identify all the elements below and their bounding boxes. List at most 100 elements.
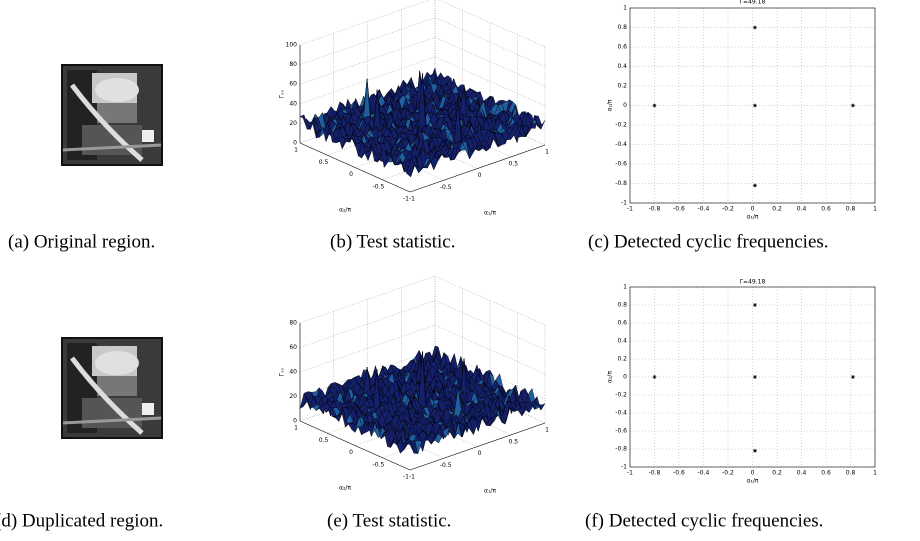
y-tick-label: -0.6 (615, 161, 627, 168)
y-tick-label: 1 (294, 425, 298, 432)
y-tick-label: 0.6 (617, 320, 627, 327)
point (652, 103, 657, 108)
y-tick-label: -1 (621, 200, 627, 207)
z-axis-label: Γₓₓ (279, 367, 286, 376)
caption: (e) Test statistic. (327, 510, 451, 531)
y-tick-label: -0.5 (373, 183, 385, 190)
z-tick-label: 40 (289, 369, 297, 376)
y-tick-label: 0 (349, 449, 353, 456)
caption: (d) Duplicated region. (0, 510, 163, 531)
y-axis-label: α₂/π (339, 485, 351, 492)
plot-frame (629, 7, 876, 204)
scatter-plot: -1 -0.8 -0.6 -0.4 -0.2 0 0.2 0.4 0.6 0.8 1 -1 -0.8 -0… (607, 0, 878, 221)
surface-cell (406, 165, 415, 178)
y-tick-label: 1 (623, 284, 627, 291)
grid-line (299, 36, 546, 87)
z-tick-label: 20 (289, 393, 297, 400)
x-tick-label: 1 (873, 206, 877, 213)
y-tick-label: 0 (623, 102, 627, 109)
x-tick-label: -0.6 (673, 470, 685, 477)
x-tick-label: 0.4 (797, 470, 807, 477)
y-tick-label: 0.4 (617, 63, 627, 70)
point (752, 303, 757, 307)
grid-line (299, 324, 546, 375)
z-tick-label: 80 (289, 61, 297, 68)
grid-line (299, 0, 546, 48)
y-tick-label: -0.4 (615, 410, 627, 417)
plot-title: Γ=49.18 (740, 279, 766, 286)
x-tick-label: -0.8 (649, 206, 661, 213)
point (752, 183, 757, 188)
x-tick-label: 0 (478, 172, 482, 179)
x-tick-label: -0.5 (440, 462, 452, 469)
x-tick-label: 0 (478, 450, 482, 457)
x-tick-label: -0.4 (698, 206, 710, 213)
x-tick-label: -1 (627, 470, 633, 477)
caption: (a) Original region. (8, 231, 155, 252)
axis-line (299, 142, 411, 193)
y-tick-label: 0.4 (617, 338, 627, 345)
x-tick-label: -0.2 (722, 206, 734, 213)
point (850, 375, 855, 379)
z-tick-label: 0 (293, 418, 297, 425)
y-tick-label: -1 (621, 464, 627, 471)
z-axis-label: Γₓₓ (279, 89, 286, 98)
x-tick-label: -0.5 (440, 184, 452, 191)
x-tick-label: 0.5 (508, 438, 518, 445)
x-axis-label: α₁/π (484, 488, 496, 495)
y-tick-label: -0.8 (615, 180, 627, 187)
point (752, 375, 757, 379)
x-tick-label: 1 (545, 149, 549, 156)
y-tick-label: 0.8 (617, 302, 627, 309)
axis-line (299, 420, 411, 471)
x-tick-label: 0.8 (846, 206, 856, 213)
z-tick-label: 60 (289, 344, 297, 351)
plot-title: Γ=49.18 (740, 0, 766, 6)
x-axis-label: α₁/π (747, 214, 759, 221)
y-tick-label: -0.2 (615, 392, 627, 399)
x-tick-label: 0.2 (772, 206, 782, 213)
x-tick-label: -0.6 (673, 206, 685, 213)
z-tick-label: 0 (293, 140, 297, 147)
y-tick-label: -0.6 (615, 428, 627, 435)
grid-line (382, 312, 518, 458)
scatter-plot: -1 -0.8 -0.6 -0.4 -0.2 0 0.2 0.4 0.6 0.8 1 -1 -0.8 -0… (607, 279, 878, 485)
image-a (62, 65, 162, 165)
axis-line (409, 422, 546, 471)
point (652, 375, 657, 379)
y-axis-label: α₂/π (607, 99, 614, 111)
point (752, 103, 757, 108)
x-tick-label: 0.6 (821, 470, 831, 477)
z-tick-label: 40 (289, 100, 297, 107)
x-tick-label: 1 (873, 470, 877, 477)
point (850, 103, 855, 108)
grid-line (299, 17, 546, 67)
x-axis-label: α₁/π (747, 478, 759, 485)
y-tick-label: -1 (403, 474, 409, 481)
y-tick-label: 0.2 (617, 83, 627, 90)
y-tick-label: -0.2 (615, 122, 627, 129)
x-tick-label: -1 (409, 196, 415, 203)
z-tick-label: 100 (286, 42, 298, 49)
grid-line (299, 56, 546, 107)
x-tick-label: -0.4 (698, 470, 710, 477)
y-tick-label: 0 (349, 171, 353, 178)
point (752, 25, 757, 30)
z-tick-label: 20 (289, 120, 297, 127)
y-tick-label: 0.8 (617, 24, 627, 31)
y-tick-label: 0.6 (617, 44, 627, 51)
x-tick-label: 1 (545, 427, 549, 434)
x-tick-label: -0.2 (722, 470, 734, 477)
x-tick-label: 0 (751, 206, 755, 213)
x-tick-label: 0 (751, 470, 755, 477)
grid-line (299, 275, 546, 326)
x-axis-label: α₁/π (484, 210, 496, 217)
x-tick-label: 0.8 (846, 470, 856, 477)
y-axis-label: α₂/π (607, 371, 614, 383)
axis-line (409, 144, 546, 193)
grid-line (299, 300, 546, 350)
y-tick-label: -1 (403, 196, 409, 203)
y-tick-label: 0.5 (319, 159, 329, 166)
y-tick-label: -0.8 (615, 446, 627, 453)
